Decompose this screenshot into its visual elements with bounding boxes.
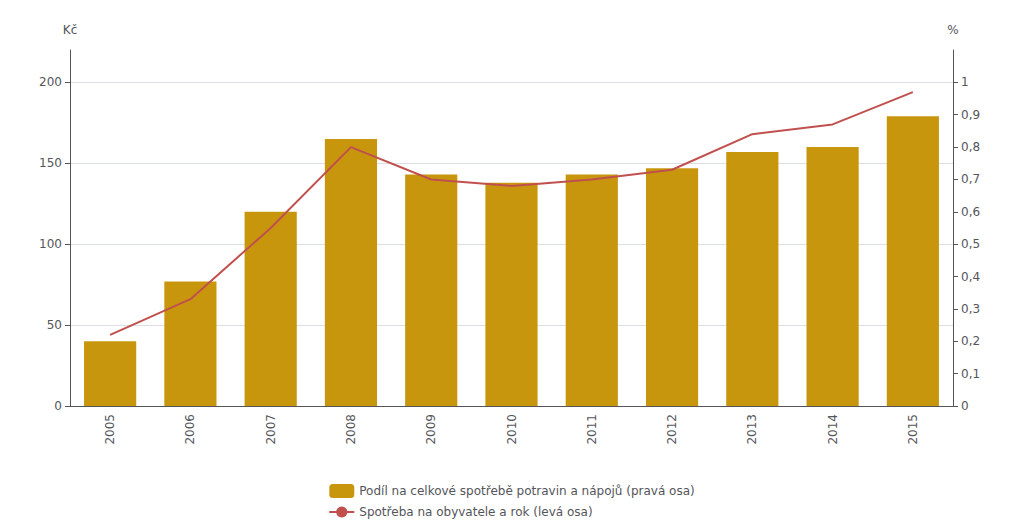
svg-text:Podíl na celkové spotřebě potr: Podíl na celkové spotřebě potravin a náp… <box>359 484 694 498</box>
svg-text:2009: 2009 <box>424 414 438 445</box>
svg-text:150: 150 <box>39 156 62 170</box>
svg-text:2008: 2008 <box>344 414 358 445</box>
svg-text:0: 0 <box>54 399 62 413</box>
svg-text:0,8: 0,8 <box>961 140 980 154</box>
svg-text:0,4: 0,4 <box>961 270 980 284</box>
svg-text:0,5: 0,5 <box>961 237 980 251</box>
svg-text:2007: 2007 <box>264 414 278 445</box>
svg-text:2013: 2013 <box>745 414 759 445</box>
svg-text:0,7: 0,7 <box>961 172 980 186</box>
svg-text:0,2: 0,2 <box>961 334 980 348</box>
svg-text:0,6: 0,6 <box>961 205 980 219</box>
svg-text:2005: 2005 <box>103 414 117 445</box>
svg-text:Spotřeba na obyvatele a rok (l: Spotřeba na obyvatele a rok (levá osa) <box>359 505 592 519</box>
svg-text:0,9: 0,9 <box>961 108 980 122</box>
svg-text:100: 100 <box>39 237 62 251</box>
svg-text:2011: 2011 <box>585 414 599 445</box>
svg-text:200: 200 <box>39 75 62 89</box>
svg-text:2006: 2006 <box>183 414 197 445</box>
svg-text:2015: 2015 <box>906 414 920 445</box>
svg-text:%: % <box>947 23 958 37</box>
svg-text:50: 50 <box>47 318 62 332</box>
svg-text:0: 0 <box>961 399 969 413</box>
svg-text:Kč: Kč <box>63 23 77 37</box>
svg-text:2012: 2012 <box>665 414 679 445</box>
svg-text:0,1: 0,1 <box>961 367 980 381</box>
svg-text:2014: 2014 <box>826 414 840 445</box>
svg-text:2010: 2010 <box>505 414 519 445</box>
svg-text:0,3: 0,3 <box>961 302 980 316</box>
svg-text:1: 1 <box>961 75 969 89</box>
